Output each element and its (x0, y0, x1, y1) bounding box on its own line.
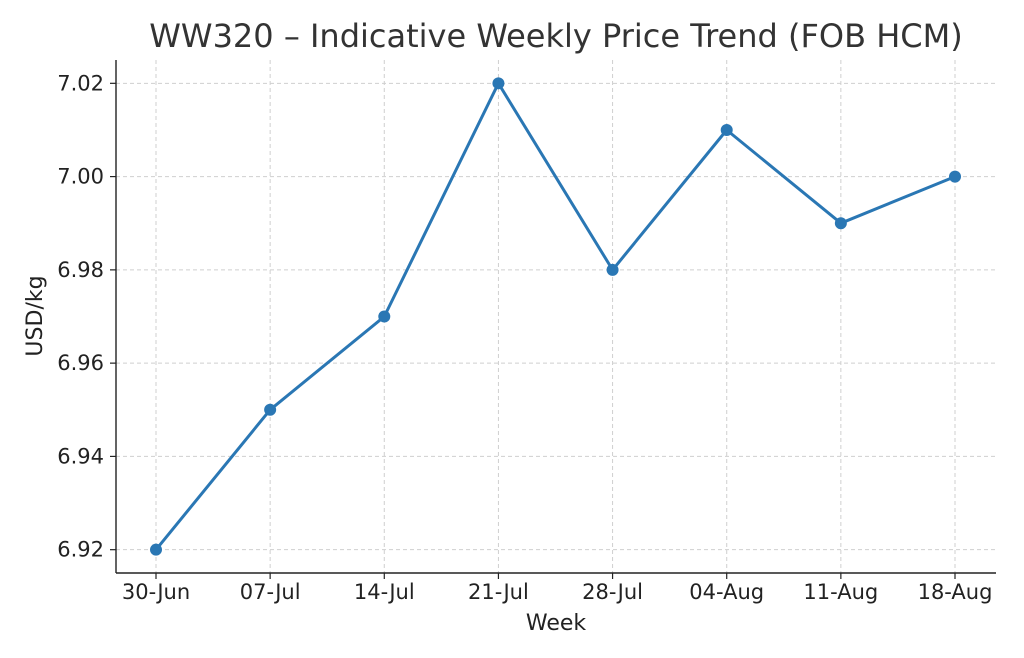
x-axis-ticks: 30-Jun 07-Jul 14-Jul 21-Jul 28-Jul 04-Aug 11-A… (122, 573, 993, 604)
y-tick-label: 7.02 (57, 71, 104, 95)
chart-title: WW320 – Indicative Weekly Price Trend (F… (149, 17, 962, 55)
x-tick-label: 04-Aug (689, 580, 764, 604)
x-tick-label: 11-Aug (803, 580, 878, 604)
grid (116, 60, 996, 573)
x-axis-label: Week (526, 611, 587, 636)
x-tick-label: 28-Jul (582, 580, 643, 604)
data-point-04-aug (720, 123, 733, 136)
x-tick-label: 18-Aug (918, 580, 993, 604)
data-point-21-jul (492, 77, 505, 90)
y-axis-label: USD/kg (23, 275, 48, 356)
data-point-28-jul (606, 263, 619, 276)
axes (115, 60, 996, 574)
data-point-07-jul (264, 403, 277, 416)
y-tick-label: 6.94 (57, 444, 104, 468)
series (150, 77, 961, 556)
y-tick-label: 6.92 (57, 538, 104, 562)
x-tick-label: 21-Jul (468, 580, 529, 604)
y-axis-ticks: 6.92 6.94 6.96 6.98 7.00 7.02 (57, 71, 116, 562)
series-line (154, 81, 956, 551)
x-tick-label: 30-Jun (122, 580, 190, 604)
data-point-14-jul (378, 310, 391, 323)
x-tick-label: 07-Jul (240, 580, 301, 604)
x-tick-label: 14-Jul (354, 580, 415, 604)
data-point-18-aug (949, 170, 961, 183)
y-tick-label: 6.96 (57, 351, 104, 375)
y-tick-label: 6.98 (57, 258, 104, 282)
y-tick-label: 7.00 (57, 165, 104, 189)
data-point-11-aug (834, 217, 847, 230)
data-point-30-jun (150, 543, 162, 556)
